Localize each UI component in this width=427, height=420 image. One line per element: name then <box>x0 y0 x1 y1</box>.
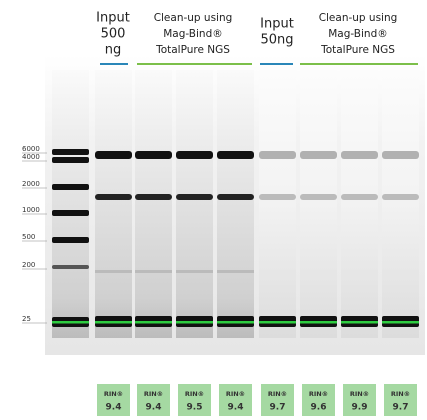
band-faint <box>95 270 132 273</box>
ladder-label: 2000 <box>22 180 40 188</box>
band-faint <box>135 270 172 273</box>
rin-box <box>219 384 252 416</box>
ladder-band <box>52 210 89 216</box>
band-faint <box>217 270 254 273</box>
marker-green <box>382 321 419 324</box>
rin-box <box>343 384 376 416</box>
band-faint <box>382 270 419 273</box>
header-text: Mag-Bind® <box>328 28 388 40</box>
sample-lane <box>259 70 296 338</box>
rin-box <box>261 384 294 416</box>
rin-label: RIN® <box>185 390 204 398</box>
ladder-band <box>52 184 89 190</box>
rin-label: RIN® <box>144 390 163 398</box>
rin-value: 9.7 <box>393 403 409 413</box>
band-faint <box>259 270 296 273</box>
band-faint <box>300 270 337 273</box>
ladder-band <box>52 157 89 163</box>
sample-lane <box>135 70 172 338</box>
band-18s <box>300 194 337 200</box>
marker-green <box>95 321 132 324</box>
band-18s <box>217 194 254 200</box>
header-text: Mag-Bind® <box>163 28 223 40</box>
band-18s <box>382 194 419 200</box>
sample-lane <box>176 70 213 338</box>
header-text: 500 <box>101 27 126 42</box>
ladder-label: 4000 <box>22 153 40 161</box>
sample-lane <box>300 70 337 338</box>
band-28s <box>176 151 213 159</box>
band-18s <box>341 194 378 200</box>
ladder-label: 25 <box>22 315 31 323</box>
header-text: ng <box>105 43 122 58</box>
ladder-band <box>52 237 89 243</box>
header-text: Input <box>260 17 294 32</box>
band-28s <box>135 151 172 159</box>
rin-box <box>302 384 335 416</box>
sample-lane <box>217 70 254 338</box>
band-18s <box>176 194 213 200</box>
band-18s <box>135 194 172 200</box>
rin-box <box>384 384 417 416</box>
rin-value: 9.6 <box>311 403 327 413</box>
marker-green <box>259 321 296 324</box>
marker-green <box>52 321 89 324</box>
rin-value: 9.4 <box>228 403 244 413</box>
header-text: TotalPure NGS <box>320 44 395 56</box>
band-28s <box>382 151 419 159</box>
rin-label: RIN® <box>226 390 245 398</box>
band-28s <box>95 151 132 159</box>
marker-green <box>300 321 337 324</box>
marker-green <box>135 321 172 324</box>
rin-value: 9.5 <box>187 403 203 413</box>
sample-lane <box>95 70 132 338</box>
ladder-label: 6000 <box>22 145 40 153</box>
ladder-label: 1000 <box>22 206 40 214</box>
band-28s <box>341 151 378 159</box>
rin-label: RIN® <box>350 390 369 398</box>
header-text: 50ng <box>260 33 293 48</box>
rin-label: RIN® <box>309 390 328 398</box>
header-text: TotalPure NGS <box>155 44 230 56</box>
ladder-lane <box>52 70 89 338</box>
sample-lane <box>382 70 419 338</box>
rin-box <box>137 384 170 416</box>
marker-green <box>217 321 254 324</box>
rin-value: 9.4 <box>106 403 122 413</box>
ladder-band <box>52 265 89 269</box>
band-28s <box>300 151 337 159</box>
band-28s <box>259 151 296 159</box>
rin-value: 9.9 <box>352 403 368 413</box>
band-faint <box>341 270 378 273</box>
rin-value: 9.7 <box>270 403 286 413</box>
marker-green <box>176 321 213 324</box>
rin-label: RIN® <box>268 390 287 398</box>
header-text: Clean-up using <box>319 12 398 24</box>
marker-green <box>341 321 378 324</box>
rin-box <box>178 384 211 416</box>
band-faint <box>176 270 213 273</box>
header-text: Input <box>96 11 130 26</box>
band-28s <box>217 151 254 159</box>
rin-label: RIN® <box>391 390 410 398</box>
rin-value: 9.4 <box>146 403 162 413</box>
header-text: Clean-up using <box>154 12 233 24</box>
rin-box <box>97 384 130 416</box>
ladder-label: 200 <box>22 261 35 269</box>
sample-lane <box>341 70 378 338</box>
band-18s <box>259 194 296 200</box>
rin-label: RIN® <box>104 390 123 398</box>
band-18s <box>95 194 132 200</box>
ladder-label: 500 <box>22 233 35 241</box>
ladder-band <box>52 149 89 155</box>
